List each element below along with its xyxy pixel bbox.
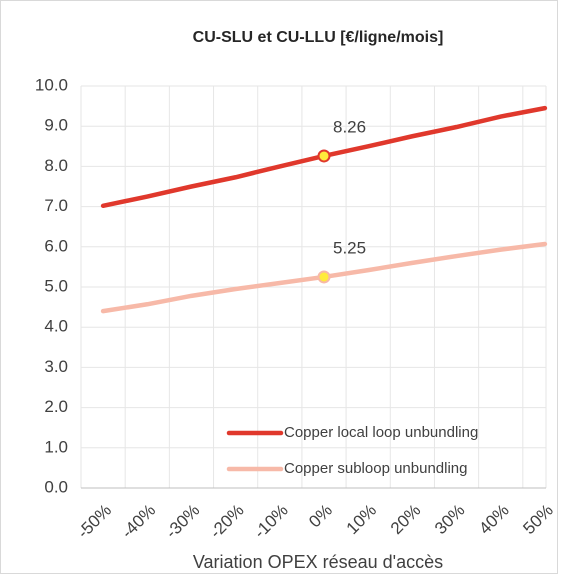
y-tick-label: 2.0 [44, 397, 68, 416]
y-tick-label: 1.0 [44, 437, 68, 456]
chart-title: CU-SLU et CU-LLU [€/ligne/mois] [193, 29, 444, 46]
y-tick-label: 0.0 [44, 477, 68, 496]
y-tick-label: 7.0 [44, 196, 68, 215]
y-tick-label: 10.0 [35, 75, 68, 94]
y-tick-label: 5.0 [44, 276, 68, 295]
data-label: 8.26 [333, 117, 366, 136]
y-tick-label: 4.0 [44, 317, 68, 336]
y-tick-label: 6.0 [44, 236, 68, 255]
y-tick-label: 8.0 [44, 156, 68, 175]
highlight-marker [317, 270, 331, 284]
y-tick-label: 9.0 [44, 116, 68, 135]
highlight-marker [317, 149, 331, 163]
x-axis-title: Variation OPEX réseau d'accès [193, 552, 443, 572]
legend-label: Copper subloop unbundling [284, 460, 467, 477]
data-label: 5.25 [333, 238, 366, 257]
y-tick-label: 3.0 [44, 357, 68, 376]
legend-label: Copper local loop unbundling [284, 424, 478, 441]
